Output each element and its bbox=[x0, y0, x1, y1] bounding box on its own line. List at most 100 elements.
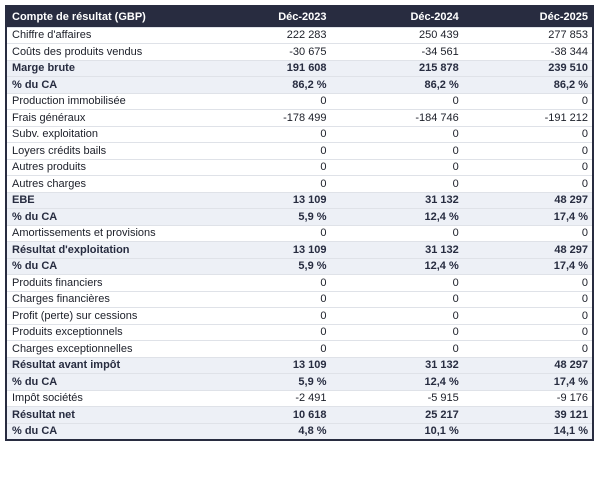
row-label: Charges exceptionnelles bbox=[6, 340, 200, 357]
table-row: Autres charges 0 0 0 bbox=[6, 175, 593, 192]
row-label: Résultat avant impôt bbox=[6, 356, 200, 374]
cell-value: 5,9 % bbox=[199, 208, 331, 225]
table-row: % du CA 86,2 % 86,2 % 86,2 % bbox=[6, 76, 593, 93]
cell-value: 0 bbox=[199, 224, 331, 242]
cell-value: 0 bbox=[462, 125, 593, 143]
cell-value: 191 608 bbox=[199, 59, 331, 77]
cell-value: 0 bbox=[330, 307, 463, 324]
cell-value: -178 499 bbox=[199, 109, 331, 126]
cell-value: 0 bbox=[199, 158, 331, 176]
table-row: % du CA 5,9 % 12,4 % 17,4 % bbox=[6, 373, 593, 390]
table-row: Résultat avant impôt 13 109 31 132 48 297 bbox=[6, 356, 593, 374]
cell-value: 0 bbox=[199, 274, 331, 291]
cell-value: 215 878 bbox=[330, 59, 463, 77]
row-label: % du CA bbox=[6, 76, 200, 93]
table-row: Autres produits 0 0 0 bbox=[6, 158, 593, 176]
cell-value: 4,8 % bbox=[199, 422, 331, 440]
cell-value: -34 561 bbox=[330, 43, 463, 60]
row-label: Produits financiers bbox=[6, 274, 200, 291]
table-row: Résultat net 10 618 25 217 39 121 bbox=[6, 406, 593, 423]
cell-value: 0 bbox=[330, 290, 463, 308]
cell-value: 222 283 bbox=[199, 26, 331, 44]
cell-value: 0 bbox=[199, 323, 331, 341]
cell-value: 0 bbox=[330, 125, 463, 143]
table-row: % du CA 5,9 % 12,4 % 17,4 % bbox=[6, 208, 593, 225]
table-header-row: Compte de résultat (GBP) Déc-2023 Déc-20… bbox=[6, 6, 593, 27]
cell-value: 0 bbox=[330, 92, 463, 110]
cell-value: 13 109 bbox=[199, 191, 331, 209]
cell-value: 17,4 % bbox=[462, 373, 593, 390]
cell-value: -184 746 bbox=[330, 109, 463, 126]
cell-value: 0 bbox=[462, 290, 593, 308]
cell-value: 17,4 % bbox=[462, 208, 593, 225]
row-label: Production immobilisée bbox=[6, 92, 200, 110]
cell-value: 31 132 bbox=[330, 356, 463, 374]
cell-value: 0 bbox=[330, 224, 463, 242]
cell-value: 48 297 bbox=[462, 356, 593, 374]
table-row: % du CA 4,8 % 10,1 % 14,1 % bbox=[6, 422, 593, 440]
table-row: Charges exceptionnelles 0 0 0 bbox=[6, 340, 593, 357]
table-row: Impôt sociétés -2 491 -5 915 -9 176 bbox=[6, 389, 593, 407]
table-row: Profit (perte) sur cessions 0 0 0 bbox=[6, 307, 593, 324]
cell-value: 39 121 bbox=[462, 406, 593, 423]
cell-value: 0 bbox=[462, 224, 593, 242]
cell-value: 12,4 % bbox=[330, 373, 463, 390]
table-row: Produits exceptionnels 0 0 0 bbox=[6, 323, 593, 341]
cell-value: -30 675 bbox=[199, 43, 331, 60]
cell-value: 13 109 bbox=[199, 356, 331, 374]
cell-value: 0 bbox=[199, 307, 331, 324]
cell-value: 239 510 bbox=[462, 59, 593, 77]
cell-value: 14,1 % bbox=[462, 422, 593, 440]
cell-value: 12,4 % bbox=[330, 257, 463, 275]
row-label: % du CA bbox=[6, 422, 200, 440]
cell-value: 277 853 bbox=[462, 26, 593, 44]
cell-value: 86,2 % bbox=[199, 76, 331, 93]
row-label: % du CA bbox=[6, 257, 200, 275]
table-row: Loyers crédits bails 0 0 0 bbox=[6, 142, 593, 159]
row-label: Autres produits bbox=[6, 158, 200, 176]
cell-value: 0 bbox=[199, 125, 331, 143]
cell-value: 0 bbox=[462, 340, 593, 357]
cell-value: 0 bbox=[330, 274, 463, 291]
cell-value: 0 bbox=[330, 175, 463, 192]
table-row: Résultat d'exploitation 13 109 31 132 48 29… bbox=[6, 241, 593, 258]
table-body: Chiffre d'affaires 222 283 250 439 277 853 C… bbox=[6, 26, 593, 440]
column-header-dec-2024: Déc-2024 bbox=[330, 6, 463, 27]
table-title: Compte de résultat (GBP) bbox=[6, 6, 200, 27]
cell-value: -191 212 bbox=[462, 109, 593, 126]
row-label: Résultat net bbox=[6, 406, 200, 423]
cell-value: 0 bbox=[462, 158, 593, 176]
row-label: Produits exceptionnels bbox=[6, 323, 200, 341]
cell-value: 10,1 % bbox=[330, 422, 463, 440]
table-header: Compte de résultat (GBP) Déc-2023 Déc-20… bbox=[6, 6, 593, 27]
cell-value: 31 132 bbox=[330, 241, 463, 258]
cell-value: 0 bbox=[462, 175, 593, 192]
cell-value: 5,9 % bbox=[199, 373, 331, 390]
cell-value: 0 bbox=[199, 290, 331, 308]
cell-value: 86,2 % bbox=[330, 76, 463, 93]
table-row: Charges financières 0 0 0 bbox=[6, 290, 593, 308]
cell-value: 0 bbox=[462, 323, 593, 341]
cell-value: 0 bbox=[462, 92, 593, 110]
table-row: Chiffre d'affaires 222 283 250 439 277 853 bbox=[6, 26, 593, 44]
cell-value: 0 bbox=[199, 340, 331, 357]
column-header-dec-2025: Déc-2025 bbox=[462, 6, 593, 27]
table-row: Subv. exploitation 0 0 0 bbox=[6, 125, 593, 143]
cell-value: 0 bbox=[330, 340, 463, 357]
cell-value: -5 915 bbox=[330, 389, 463, 407]
table-row: Produits financiers 0 0 0 bbox=[6, 274, 593, 291]
cell-value: -38 344 bbox=[462, 43, 593, 60]
cell-value: 250 439 bbox=[330, 26, 463, 44]
cell-value: 0 bbox=[462, 274, 593, 291]
cell-value: 86,2 % bbox=[462, 76, 593, 93]
row-label: % du CA bbox=[6, 208, 200, 225]
row-label: Loyers crédits bails bbox=[6, 142, 200, 159]
cell-value: 0 bbox=[330, 323, 463, 341]
cell-value: 17,4 % bbox=[462, 257, 593, 275]
cell-value: 12,4 % bbox=[330, 208, 463, 225]
cell-value: -2 491 bbox=[199, 389, 331, 407]
table-row: % du CA 5,9 % 12,4 % 17,4 % bbox=[6, 257, 593, 275]
table-row: Amortissements et provisions 0 0 0 bbox=[6, 224, 593, 242]
row-label: Coûts des produits vendus bbox=[6, 43, 200, 60]
